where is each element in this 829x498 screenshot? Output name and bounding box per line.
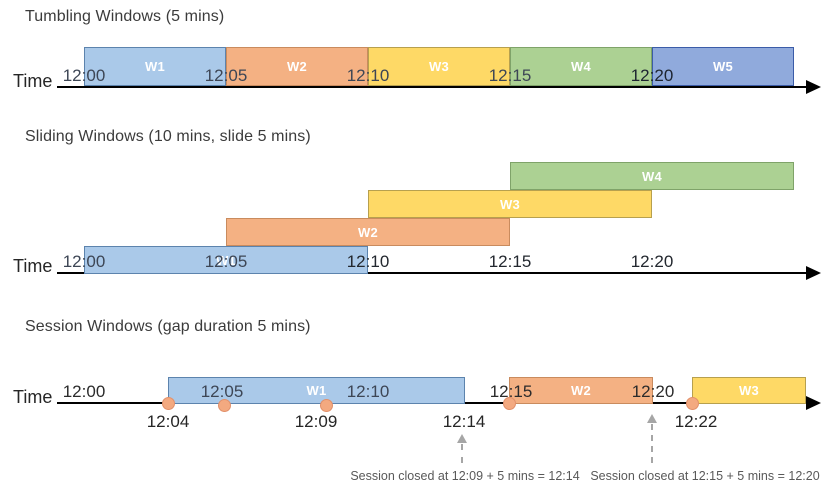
- event-dot-1204: [162, 397, 175, 410]
- dashed-arrow-line: [461, 444, 463, 463]
- event-label-1214: 12:14: [442, 412, 486, 431]
- sliding-window-w3: W3: [368, 190, 652, 218]
- window-label: W2: [570, 383, 592, 398]
- tumbling-tick-1220: 12:20: [630, 66, 674, 85]
- session-tick-1205: 12:05: [200, 382, 244, 401]
- tumbling-tick-1200: 12:00: [62, 66, 106, 85]
- dashed-arrow-line: [651, 424, 653, 463]
- session-arrowhead-icon: [806, 396, 821, 410]
- tumbling-tick-1210: 12:10: [346, 66, 390, 85]
- session-window-w1: W1: [168, 377, 465, 404]
- session-tick-1220: 12:20: [631, 382, 675, 401]
- session-closed-annotation-1: Session closed at 12:09 + 5 mins = 12:14: [350, 469, 580, 483]
- tumbling-arrowhead-icon: [806, 80, 821, 94]
- tumbling-window-w2: W2: [226, 47, 368, 86]
- sliding-tick-1205: 12:05: [204, 252, 248, 271]
- window-label: W4: [641, 168, 663, 184]
- window-label: W1: [144, 59, 166, 74]
- sliding-window-w2: W2: [226, 218, 510, 246]
- tumbling-tick-1215: 12:15: [488, 66, 532, 85]
- window-label: W3: [499, 196, 521, 212]
- window-label: W3: [428, 59, 450, 74]
- session-window-w2: W2: [509, 377, 653, 404]
- window-label: W2: [357, 224, 379, 240]
- window-label: W2: [286, 59, 308, 74]
- tumbling-time-label: Time: [13, 71, 53, 91]
- sliding-tick-1220: 12:20: [630, 252, 674, 271]
- dashed-arrow-up-icon: [647, 414, 657, 423]
- window-label: W1: [215, 252, 237, 268]
- window-label: W3: [738, 383, 760, 398]
- sliding-time-label: Time: [13, 256, 53, 276]
- sliding-tick-1215: 12:15: [488, 252, 532, 271]
- event-dot-1222: [686, 397, 699, 410]
- sliding-arrowhead-icon: [806, 266, 821, 280]
- tumbling-section-title: Tumbling Windows (5 mins): [25, 8, 225, 25]
- session-time-label: Time: [13, 387, 53, 407]
- sliding-timeline: [57, 272, 808, 274]
- window-label: W5: [712, 59, 734, 74]
- tumbling-timeline: [57, 86, 808, 88]
- sliding-tick-1210: 12:10: [346, 252, 390, 271]
- event-dot-1215: [503, 397, 516, 410]
- tumbling-window-w5: W5: [652, 47, 794, 86]
- session-tick-1210: 12:10: [346, 382, 390, 401]
- sliding-window-w1: W1: [84, 246, 368, 274]
- window-label: W4: [570, 59, 592, 74]
- event-label-1204: 12:04: [146, 412, 190, 431]
- sliding-section-title: Sliding Windows (10 mins, slide 5 mins): [25, 128, 311, 145]
- tumbling-window-w3: W3: [368, 47, 510, 86]
- tumbling-window-w1: W1: [84, 47, 226, 86]
- dashed-arrow-up-icon: [457, 434, 467, 443]
- session-tick-1215: 12:15: [489, 382, 533, 401]
- session-tick-1200: 12:00: [62, 382, 106, 401]
- tumbling-tick-1205: 12:05: [204, 66, 248, 85]
- event-dot-1209: [320, 399, 333, 412]
- session-section-title: Session Windows (gap duration 5 mins): [25, 318, 311, 335]
- sliding-window-w4: W4: [510, 162, 794, 190]
- window-label: W1: [306, 383, 327, 398]
- session-closed-annotation-2: Session closed at 12:15 + 5 mins = 12:20: [590, 469, 820, 483]
- tumbling-window-w4: W4: [510, 47, 652, 86]
- session-window-w3: W3: [692, 377, 806, 404]
- event-label-1222: 12:22: [674, 412, 718, 431]
- event-dot-1205: [218, 399, 231, 412]
- sliding-tick-1200: 12:00: [62, 252, 106, 271]
- event-label-1209: 12:09: [294, 412, 338, 431]
